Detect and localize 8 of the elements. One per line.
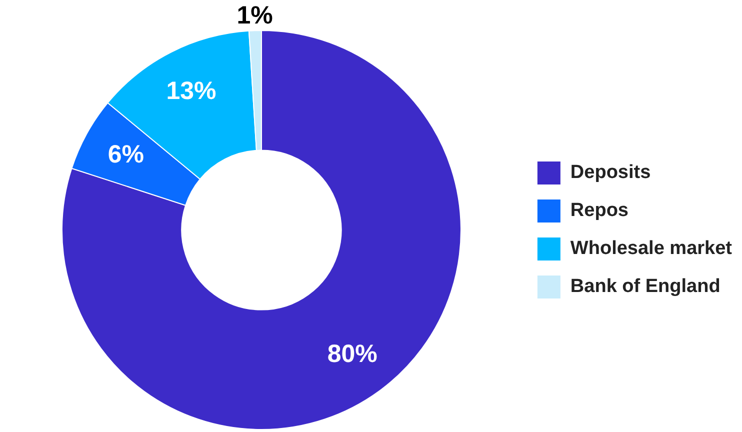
- data-label: 13%: [166, 77, 216, 106]
- data-label: 80%: [327, 340, 378, 368]
- data-label: 6%: [108, 140, 144, 168]
- legend-label: Deposits: [570, 162, 651, 184]
- data-label: 1%: [236, 1, 273, 30]
- legend-label: Bank of England: [570, 276, 720, 298]
- legend-label: Repos: [570, 200, 629, 222]
- legend-label: Wholesale market: [570, 238, 733, 260]
